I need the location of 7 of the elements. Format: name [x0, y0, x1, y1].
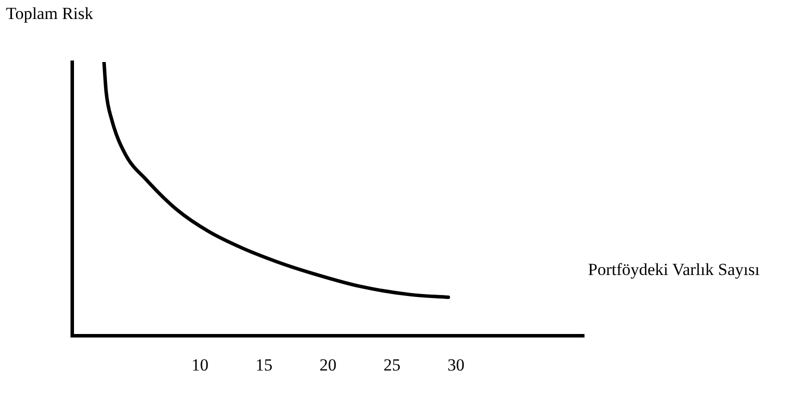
- x-tick-label: 10: [192, 355, 208, 374]
- x-tick-label: 15: [256, 355, 272, 374]
- y-axis-title: Toplam Risk: [6, 4, 94, 24]
- x-tick-label: 30: [448, 355, 464, 374]
- x-tick-label: 25: [384, 355, 400, 374]
- x-tick-label: 20: [320, 355, 336, 374]
- x-axis-title: Portföydeki Varlık Sayısı: [588, 259, 761, 281]
